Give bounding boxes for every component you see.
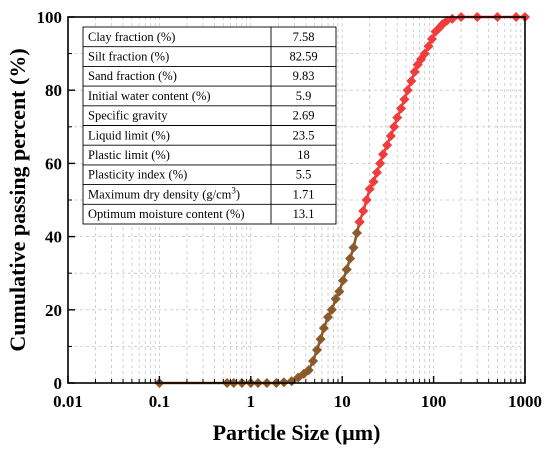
y-tick-label: 60 [45,154,62,173]
data-point [334,286,345,297]
data-point [361,194,372,206]
data-point [402,85,413,96]
data-point [406,76,417,87]
data-point [395,103,407,114]
y-tick-label: 100 [37,8,63,27]
x-tick-label: 100 [421,392,447,411]
data-point [303,365,314,376]
data-point [348,242,359,253]
x-axis-title: Particle Size (µm) [213,420,381,445]
data-point [382,140,393,151]
data-point [389,121,400,132]
x-tick-label: 1000 [508,392,542,411]
data-point [330,293,341,304]
table-row-value: 13.1 [293,207,315,221]
table-row-value: 5.5 [296,168,312,182]
data-point [337,275,349,286]
properties-table: Clay fraction (%) 7.58 Silt fraction (%) 82… [82,26,337,225]
table-row-label: Maximum dry density (g/cm3) [88,185,240,201]
table-row-value: 82.59 [289,49,317,63]
data-point [323,312,334,323]
data-point [351,227,362,238]
table-row-label: Specific gravity [88,109,168,123]
y-tick-label: 0 [54,374,63,393]
data-point [354,216,365,227]
x-tick-label: 0.1 [149,392,170,411]
y-tick-label: 80 [45,81,62,100]
table-row-label: Silt fraction (%) [88,49,169,63]
table-row-label: Plasticity index (%) [88,168,187,182]
table-row-label: Optimum moisture content (%) [88,207,245,221]
table-row-label: Sand fraction (%) [88,69,177,83]
table-row-value: 7.58 [293,30,315,44]
series-layer [154,11,531,389]
table-row-value: 2.69 [293,109,315,123]
table-row-value: 9.83 [293,69,315,83]
data-point [419,48,430,59]
table-row-value: 1.71 [293,187,315,201]
data-point [368,176,379,187]
data-point [358,205,369,217]
data-point [315,334,326,345]
table-row-label: Plastic limit (%) [88,148,170,162]
x-tick-label: 1 [247,392,256,411]
y-axis-title: Cumulative passing percent (%) [5,48,30,351]
data-point [378,149,389,160]
y-tick-label: 40 [45,228,62,247]
x-tick-label: 10 [334,392,351,411]
y-tick-label: 20 [45,301,62,320]
table-row-value: 23.5 [293,128,315,142]
data-point [399,94,410,105]
data-point [308,356,319,367]
data-point [426,33,438,44]
table-row-label: Clay fraction (%) [88,30,175,44]
data-point [392,112,403,123]
data-point [341,264,352,275]
data-point [409,66,420,77]
data-point [318,323,329,334]
data-point [326,304,337,315]
data-point [385,130,396,141]
data-point [375,158,386,169]
table-row-label: Initial water content (%) [88,89,211,103]
data-point [423,41,434,52]
data-point [371,167,382,178]
data-point [311,345,323,356]
axes: 0.01 0.1 1 10 100 1000 0 20 40 60 80 100 [37,8,543,411]
table-row-label: Liquid limit (%) [88,128,170,142]
x-tick-label: 0.01 [53,392,83,411]
data-point [345,253,356,264]
table-row-value: 5.9 [296,89,312,103]
series-2 [354,11,531,227]
table-row-value: 18 [297,148,310,162]
data-point [364,183,375,195]
